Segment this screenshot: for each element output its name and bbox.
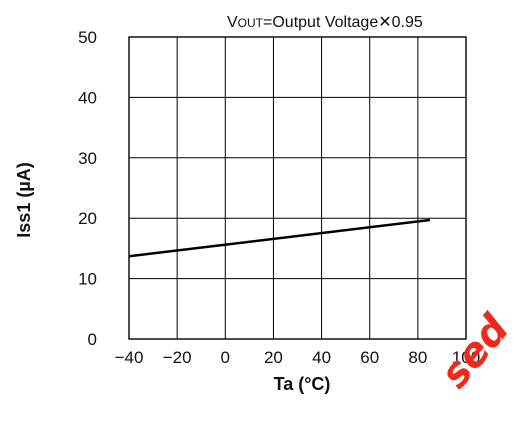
y-tick-label: 30 bbox=[78, 149, 97, 168]
x-tick-label: 40 bbox=[312, 348, 331, 367]
plot-border bbox=[128, 36, 467, 340]
x-tick-label: 20 bbox=[264, 348, 283, 367]
plot-frame bbox=[128, 36, 467, 340]
annotation-factor: 0.95 bbox=[392, 14, 423, 31]
series-layer bbox=[128, 218, 431, 258]
grid bbox=[128, 36, 467, 340]
y-tick-label: 40 bbox=[78, 88, 97, 107]
annotation-subscript: OUT bbox=[238, 16, 264, 30]
y-tick-labels: 0 10 20 30 40 50 bbox=[78, 28, 97, 349]
y-axis-title: Iss1 (µA) bbox=[14, 162, 34, 237]
x-tick-label: −40 bbox=[115, 348, 144, 367]
y-tick-label: 20 bbox=[78, 209, 97, 228]
y-tick-label: 10 bbox=[78, 270, 97, 289]
x-tick-label: 0 bbox=[221, 348, 230, 367]
x-axis-title: Ta (°C) bbox=[274, 374, 331, 394]
voltage-annotation: VOUT=Output Voltage✕0.95 bbox=[227, 14, 423, 31]
x-tick-label: −20 bbox=[163, 348, 192, 367]
y-tick-label: 50 bbox=[78, 28, 97, 47]
watermark: sed bbox=[432, 306, 519, 397]
y-tick-label: 0 bbox=[88, 330, 97, 349]
x-tick-label: 80 bbox=[408, 348, 427, 367]
series-line bbox=[128, 218, 431, 258]
annotation-text: =Output Voltage bbox=[263, 14, 378, 31]
x-tick-label: 100 bbox=[452, 348, 480, 367]
x-tick-labels: −40 −20 0 20 40 60 80 100 bbox=[115, 348, 481, 367]
x-tick-label: 60 bbox=[360, 348, 379, 367]
annotation-times: ✕ bbox=[378, 14, 391, 31]
annotation-prefix: V bbox=[227, 14, 238, 31]
